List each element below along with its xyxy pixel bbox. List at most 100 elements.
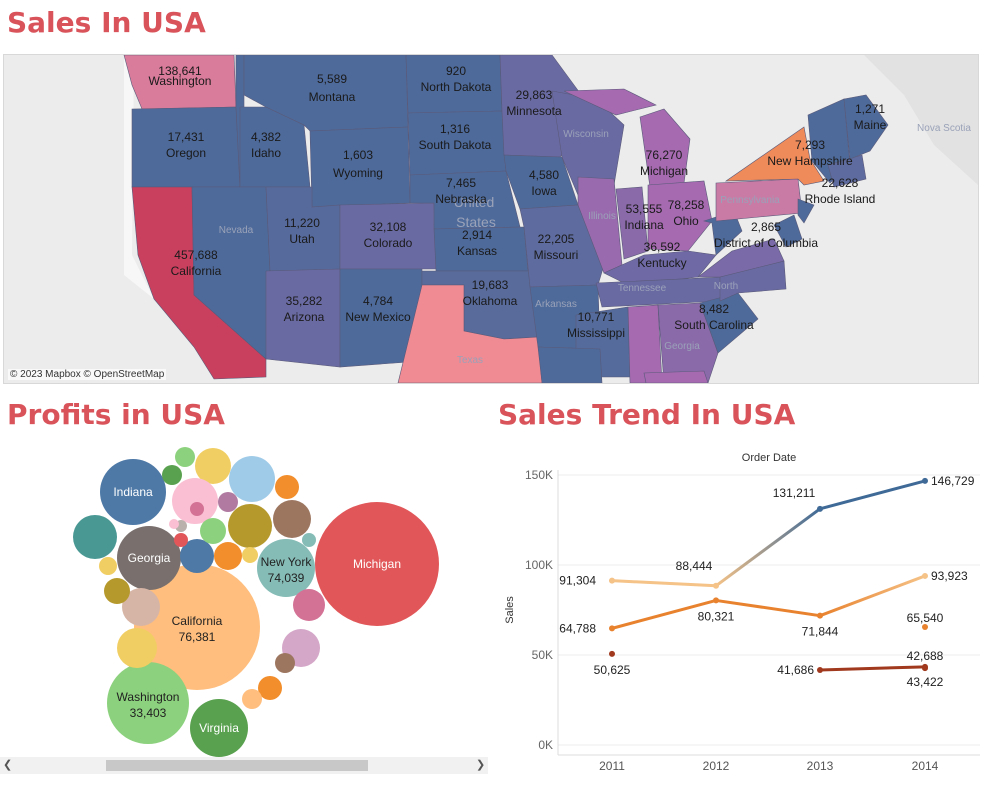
- map-faint-label: States: [456, 214, 496, 230]
- bubble-27[interactable]: [218, 492, 238, 512]
- map-state-dc: District of Columbia: [714, 236, 818, 250]
- y-tick-label: 0K: [538, 738, 553, 752]
- x-tick-label: 2012: [703, 759, 730, 773]
- map-state-ky: Kentucky: [637, 256, 686, 270]
- bubble-label: Indiana: [113, 485, 153, 499]
- map-value-mo: 22,205: [538, 232, 575, 246]
- bubble-26[interactable]: [175, 447, 195, 467]
- data-point[interactable]: [922, 665, 928, 672]
- map-canvas[interactable]: Nevada Wisconsin Illinois Pennsylvania Tenne…: [4, 55, 978, 383]
- scroll-right-icon[interactable]: ❯: [476, 759, 486, 771]
- series-line-connector: [819, 574, 926, 618]
- map-value-ca: 457,688: [174, 248, 218, 262]
- bubble-5[interactable]: [257, 539, 315, 597]
- map-value-me: 1,271: [855, 102, 885, 116]
- data-point[interactable]: [922, 624, 928, 631]
- map-state-sc: South Carolina: [674, 318, 754, 332]
- bubble-33[interactable]: [190, 502, 204, 516]
- state-region-nj[interactable]: [797, 198, 815, 224]
- state-region-idl[interactable]: [239, 106, 311, 188]
- bubble-13[interactable]: [122, 588, 160, 626]
- bubble-23[interactable]: [275, 475, 299, 499]
- data-point[interactable]: [713, 597, 719, 604]
- state-region-mi[interactable]: [639, 108, 691, 188]
- bubble-15[interactable]: [293, 589, 325, 621]
- bubble-label: Georgia: [128, 551, 171, 565]
- bubble-29[interactable]: [242, 547, 258, 563]
- state-region-va[interactable]: [697, 238, 785, 278]
- map-state-wy: Wyoming: [333, 166, 383, 180]
- bubble-21[interactable]: [258, 676, 282, 700]
- state-region-oh[interactable]: [647, 180, 713, 252]
- state-region-in[interactable]: [615, 186, 649, 260]
- bubble-18[interactable]: [214, 542, 242, 570]
- bubble-22[interactable]: [242, 689, 262, 709]
- scroll-left-icon[interactable]: ❮: [3, 759, 13, 771]
- bubble-3[interactable]: [100, 459, 166, 525]
- state-region-ms2[interactable]: [537, 346, 603, 383]
- bubble-4[interactable]: [117, 526, 181, 590]
- data-point[interactable]: [609, 577, 615, 584]
- series-line-2: [611, 598, 717, 630]
- map-value-ms: 10,771: [578, 310, 615, 324]
- map-value-az: 35,282: [286, 294, 323, 308]
- bubble-8[interactable]: [195, 448, 231, 484]
- bubble-16[interactable]: [117, 628, 157, 668]
- data-point[interactable]: [713, 582, 719, 589]
- map-faint-label: Arkansas: [535, 299, 577, 310]
- bubble-11[interactable]: [228, 504, 272, 548]
- state-region-ny[interactable]: [724, 126, 825, 186]
- trend-canvas[interactable]: Order Date 0K 50K 100K 150K Sales 2011 2012 2013…: [495, 440, 985, 783]
- map-value-ky: 36,592: [644, 240, 681, 254]
- state-region-me[interactable]: [843, 94, 889, 160]
- state-region-al[interactable]: [627, 304, 663, 383]
- bubble-7[interactable]: [73, 515, 117, 559]
- bubble-19[interactable]: [200, 518, 226, 544]
- sales-trend-chart[interactable]: Order Date 0K 50K 100K 150K Sales 2011 2012 2013…: [495, 440, 985, 783]
- state-region-de[interactable]: [773, 214, 803, 248]
- map-state-az: Arizona: [284, 310, 325, 324]
- data-label: 146,729: [931, 474, 975, 488]
- bubble-28[interactable]: [99, 557, 117, 575]
- map-value-sd: 1,316: [440, 122, 470, 136]
- bubble-25[interactable]: [162, 465, 182, 485]
- scrollbar-thumb[interactable]: [106, 760, 368, 771]
- map-state-me: Maine: [854, 118, 887, 132]
- data-point[interactable]: [817, 505, 823, 512]
- x-tick-label: 2014: [912, 759, 939, 773]
- data-point[interactable]: [609, 650, 615, 657]
- bubble-9[interactable]: [229, 456, 275, 502]
- bubble-canvas[interactable]: Michigan California 76,381 Washington 33,403…: [0, 440, 490, 757]
- bubble-1[interactable]: [134, 564, 260, 690]
- bubble-20[interactable]: [104, 578, 130, 604]
- bubble-17[interactable]: [180, 539, 214, 573]
- sales-map[interactable]: Nevada Wisconsin Illinois Pennsylvania Tenne…: [3, 54, 979, 384]
- data-point[interactable]: [922, 477, 928, 484]
- bubble-2[interactable]: [107, 662, 189, 744]
- bubble-0[interactable]: [315, 502, 439, 626]
- state-region-ga[interactable]: [657, 302, 719, 383]
- map-value-wy: 1,603: [343, 148, 373, 162]
- series-line-2: [715, 598, 821, 618]
- state-region-mi2[interactable]: [563, 88, 657, 116]
- state-region-fl[interactable]: [643, 370, 709, 383]
- map-faint-label: Nova Scotia: [917, 123, 971, 134]
- bubble-label: Washington: [117, 690, 180, 704]
- bubble-34[interactable]: [169, 519, 179, 529]
- map-state-co: Colorado: [364, 236, 413, 250]
- bubble-12[interactable]: [273, 500, 311, 538]
- data-point[interactable]: [922, 572, 928, 579]
- map-value-id: 4,382: [251, 130, 281, 144]
- bubble-6[interactable]: [190, 699, 248, 757]
- bubble-32[interactable]: [302, 533, 316, 547]
- map-value-ks: 2,914: [462, 228, 492, 242]
- x-tick-label: 2013: [807, 759, 834, 773]
- bubble-24[interactable]: [275, 653, 295, 673]
- bubble-10[interactable]: [172, 478, 218, 524]
- data-point[interactable]: [817, 666, 823, 673]
- data-point[interactable]: [817, 612, 823, 619]
- profits-bubble-chart[interactable]: Michigan California 76,381 Washington 33,403…: [0, 440, 490, 783]
- bubble-30[interactable]: [174, 533, 188, 547]
- map-value-mt: 5,589: [317, 72, 347, 86]
- data-point[interactable]: [609, 625, 615, 632]
